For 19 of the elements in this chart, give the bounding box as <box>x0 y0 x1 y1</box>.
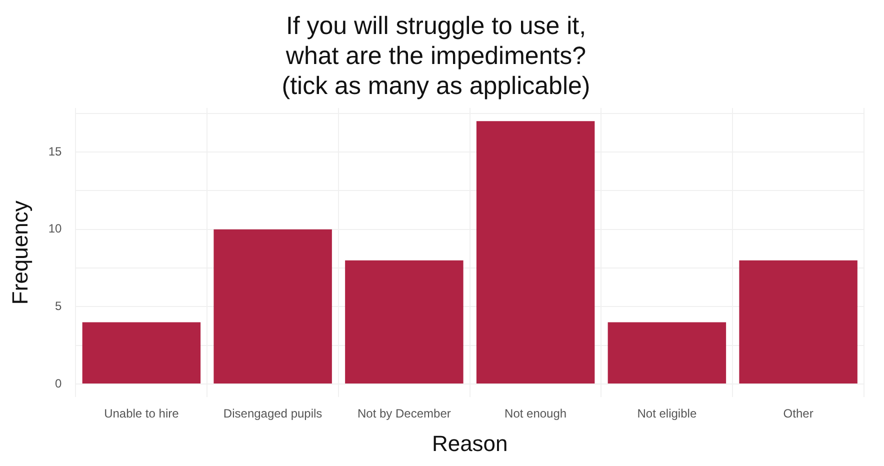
bar <box>345 260 464 384</box>
y-tick-label: 5 <box>55 299 62 314</box>
bar <box>82 322 201 384</box>
y-tick-label: 10 <box>48 222 62 236</box>
x-tick-label: Unable to hire <box>104 406 180 421</box>
bar <box>214 229 332 384</box>
x-tick-label: Not enough <box>504 406 567 421</box>
bar <box>608 322 726 384</box>
bar <box>476 121 595 384</box>
y-axis-title: Frequency <box>7 200 32 305</box>
y-tick-label: 0 <box>55 376 62 390</box>
y-tick-label: 15 <box>48 144 62 158</box>
x-axis-title: Reason <box>432 430 508 456</box>
x-tick-label: Not by December <box>358 406 451 421</box>
chart-title: If you will struggle to use it, what are the impediments? (tick as many as applicable) <box>282 12 590 100</box>
x-tick-label: Not eligible <box>637 406 697 421</box>
x-tick-label: Disengaged pupils <box>223 406 322 421</box>
x-tick-label: Other <box>783 406 814 421</box>
bar <box>739 260 858 384</box>
